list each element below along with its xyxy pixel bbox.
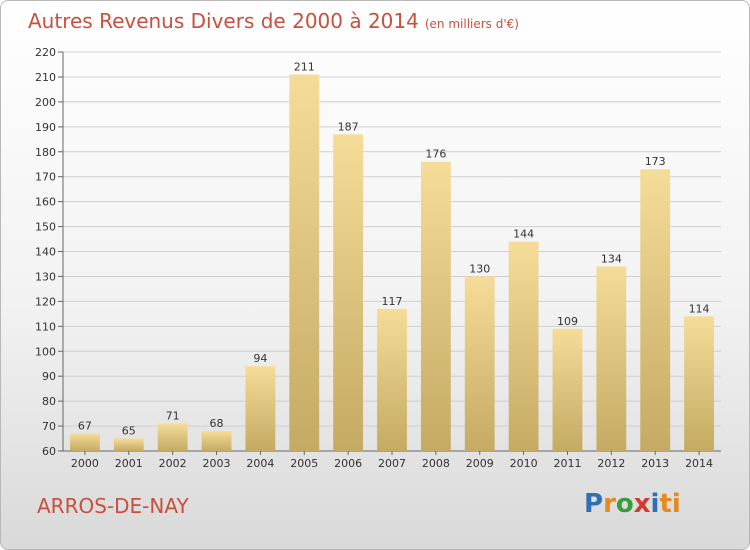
bar-value-label: 134	[601, 252, 622, 265]
x-tick-label: 2006	[334, 457, 362, 470]
bar	[113, 438, 144, 451]
y-tick-label: 140	[35, 246, 56, 259]
bar-value-label: 71	[166, 410, 180, 423]
y-tick-label: 190	[35, 121, 56, 134]
x-tick-label: 2009	[466, 457, 494, 470]
y-tick-label: 170	[35, 171, 56, 184]
x-tick-label: 2012	[597, 457, 625, 470]
y-tick-label: 120	[35, 295, 56, 308]
bar	[420, 161, 451, 451]
bar-value-label: 187	[338, 120, 359, 133]
bar	[596, 266, 627, 451]
bar	[245, 366, 276, 451]
bar-value-label: 173	[645, 155, 666, 168]
y-tick-label: 210	[35, 71, 56, 84]
x-tick-label: 2008	[422, 457, 450, 470]
y-tick-label: 90	[42, 370, 56, 383]
bar	[684, 316, 714, 451]
x-tick-label: 2007	[378, 457, 406, 470]
bar-value-label: 114	[689, 302, 710, 315]
y-tick-label: 160	[35, 196, 56, 209]
bar	[289, 74, 320, 451]
bar	[464, 276, 495, 451]
y-tick-label: 70	[42, 420, 56, 433]
bar	[333, 134, 364, 451]
bar-value-label: 144	[513, 228, 534, 241]
y-tick-label: 150	[35, 221, 56, 234]
y-tick-label: 60	[42, 445, 56, 458]
y-tick-label: 180	[35, 146, 56, 159]
bar-value-label: 67	[78, 420, 92, 433]
bar	[640, 169, 671, 452]
x-tick-label: 2011	[553, 457, 581, 470]
bar	[508, 241, 539, 451]
bar-value-label: 117	[382, 295, 403, 308]
y-tick-label: 220	[35, 46, 56, 59]
bar	[157, 423, 188, 451]
bar	[201, 431, 232, 451]
y-tick-label: 100	[35, 345, 56, 358]
x-tick-label: 2002	[159, 457, 187, 470]
y-tick-label: 110	[35, 320, 56, 333]
x-tick-label: 2010	[510, 457, 538, 470]
y-tick-label: 130	[35, 270, 56, 283]
bar-value-label: 68	[210, 417, 224, 430]
x-tick-label: 2000	[71, 457, 99, 470]
chart-unit: (en milliers d'€)	[424, 17, 519, 31]
bar-value-label: 176	[425, 148, 446, 161]
x-tick-label: 2013	[641, 457, 669, 470]
chart-title: Autres Revenus Divers de 2000 à 2014 (en …	[28, 9, 519, 33]
x-tick-label: 2003	[203, 457, 231, 470]
bar-value-label: 94	[253, 352, 267, 365]
x-tick-label: 2004	[246, 457, 274, 470]
y-tick-label: 80	[42, 395, 56, 408]
city-name: ARROS-DE-NAY	[37, 494, 189, 518]
bar-value-label: 211	[294, 60, 315, 73]
bar-value-label: 109	[557, 315, 578, 328]
bar	[70, 433, 100, 451]
x-tick-label: 2001	[115, 457, 143, 470]
bar-value-label: 130	[469, 262, 490, 275]
proxiti-logo: Proxiti	[584, 489, 681, 519]
bar	[552, 328, 583, 451]
bar	[377, 308, 407, 451]
bars: 67 65 71 68 94 211 187 117 176 130 144 109 134 173 114	[70, 60, 714, 452]
x-tick-label: 2014	[685, 457, 713, 470]
x-tick-label: 2005	[290, 457, 318, 470]
bar-value-label: 65	[122, 425, 136, 438]
chart-title-text: Autres Revenus Divers de 2000 à 2014	[28, 9, 419, 33]
y-tick-label: 200	[35, 96, 56, 109]
